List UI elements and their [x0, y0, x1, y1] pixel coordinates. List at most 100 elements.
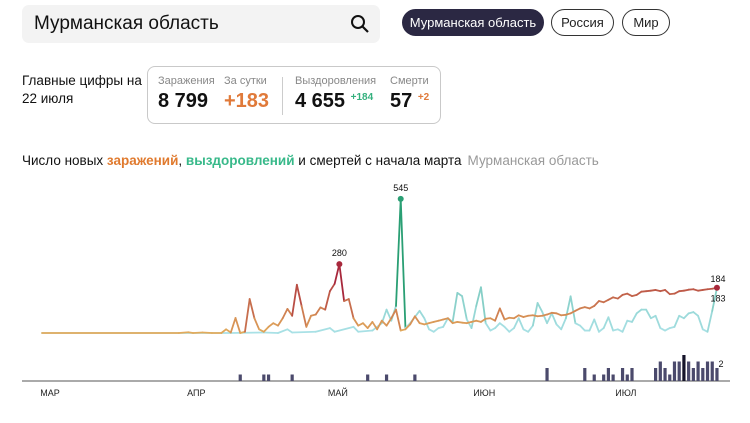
infections-line-segment — [220, 328, 227, 334]
recoveries-line-segment — [631, 312, 638, 323]
infections-line-segment — [281, 307, 289, 320]
recoveries-line-segment — [569, 295, 577, 325]
search-input[interactable] — [34, 5, 334, 43]
infections-line-segment — [635, 290, 643, 296]
recoveries-line-segment — [527, 324, 534, 333]
recoveries-line-segment — [475, 286, 482, 307]
region-pill-world[interactable]: Мир — [622, 9, 670, 36]
infections-line-segment — [395, 308, 402, 332]
recoveries-line-segment — [654, 314, 662, 329]
recoveries-line-segment — [352, 325, 360, 333]
stat-delta: +184 — [350, 92, 374, 103]
x-tick-label: ИЮЛ — [615, 388, 636, 398]
recoveries-line-segment — [602, 316, 610, 329]
infections-line-segment — [366, 321, 374, 329]
infections-line-segment — [404, 323, 412, 331]
region-pill-russia[interactable]: Россия — [551, 9, 614, 36]
death-bar — [602, 374, 606, 381]
death-bar — [691, 368, 695, 381]
infections-line-segment — [376, 319, 383, 331]
recoveries-line-segment — [697, 314, 704, 331]
recoveries-line-segment — [333, 325, 355, 333]
region-search[interactable] — [22, 5, 380, 43]
infections-line-segment — [314, 306, 322, 316]
data-label: 184 — [710, 274, 725, 284]
recoveries-line-segment — [683, 312, 690, 320]
title-recoveries: выздоровлений — [185, 153, 295, 168]
recoveries-line-segment — [621, 319, 629, 333]
infections-line-segment — [333, 263, 341, 285]
stat-infections: Заражения 8 799 — [158, 75, 215, 113]
x-tick-label: ИЮН — [473, 388, 495, 398]
recoveries-line-segment — [465, 318, 473, 329]
death-bar — [654, 368, 658, 381]
recoveries-line-segment — [508, 327, 515, 333]
stat-label: За сутки — [224, 75, 267, 87]
death-bar — [630, 368, 634, 381]
death-bar — [384, 374, 389, 381]
cases-chart: МАР АПР МАЙ ИЮН ИЮЛ 280 545 184 183 2 — [22, 183, 730, 398]
recoveries-line-segment — [498, 322, 506, 328]
recoveries-line-segment — [531, 302, 539, 327]
recoveries-line-segment — [418, 309, 426, 320]
recoveries-line-segment — [286, 328, 294, 334]
data-label: 2 — [718, 359, 723, 369]
summary-lead: Главные цифры на 22 июля — [22, 73, 142, 106]
infections-line-segment — [286, 307, 294, 317]
search-icon[interactable] — [350, 14, 370, 34]
death-bar — [715, 368, 719, 381]
recoveries-line-segment — [692, 311, 699, 317]
death-bar — [413, 374, 417, 381]
chart-title: Число новых заражений, выздоровлений и с… — [22, 153, 599, 168]
infections-line-segment — [480, 317, 487, 323]
x-tick-label: АПР — [187, 388, 205, 398]
infections-line-segment — [593, 300, 600, 307]
divider — [282, 77, 283, 115]
death-bar — [677, 361, 681, 381]
death-bar — [620, 368, 625, 381]
recoveries-line-segment — [536, 302, 544, 313]
death-bar — [682, 355, 686, 381]
infections-peak-dot — [336, 261, 343, 268]
infections-line-segment — [234, 317, 242, 334]
infections-line-segment — [329, 282, 336, 293]
recoveries-line-segment — [329, 327, 336, 333]
recoveries-line-segment — [635, 308, 643, 315]
infections-line-segment — [277, 317, 284, 327]
latest-dot — [713, 284, 720, 291]
infections-line-segment — [494, 307, 501, 322]
death-bar — [687, 361, 691, 381]
infections-line-segment — [291, 283, 298, 317]
death-bar — [545, 368, 549, 381]
summary-card: Заражения 8 799 За сутки +183 Выздоровле… — [147, 66, 441, 124]
stat-deaths: Смерти 57 +2 — [390, 75, 429, 113]
death-bar — [701, 368, 705, 381]
stat-label: Выздоровления — [295, 75, 377, 87]
title-region: Мурманская область — [467, 153, 599, 168]
infections-line-segment — [390, 308, 397, 320]
recoveries-line-segment — [579, 324, 586, 332]
infections-line-segment — [447, 317, 454, 325]
recoveries-line-segment — [673, 314, 681, 328]
title-text: , — [178, 153, 186, 168]
infections-line-segment — [324, 290, 331, 311]
region-pill-murmansk[interactable]: Мурманская область — [402, 9, 544, 36]
data-label: 280 — [332, 248, 347, 258]
infections-line-segment — [413, 315, 421, 325]
recoveries-peak-dot — [397, 195, 404, 202]
death-bar — [290, 374, 294, 381]
title-infections: заражений — [106, 153, 179, 168]
title-text: и смертей с начала марта — [294, 153, 462, 168]
death-bar — [266, 374, 271, 381]
infections-line-segment — [267, 322, 275, 328]
recoveries-line-segment — [357, 329, 374, 333]
death-bar — [262, 374, 266, 381]
recoveries-line-segment — [555, 323, 563, 331]
recoveries-line-segment — [541, 311, 548, 325]
recoveries-line-segment — [546, 312, 553, 325]
infections-line-segment — [248, 298, 256, 320]
recoveries-line-segment — [461, 295, 468, 321]
recoveries-line-segment — [517, 317, 525, 331]
infections-line-segment — [300, 305, 308, 328]
recoveries-line-segment — [588, 318, 596, 332]
